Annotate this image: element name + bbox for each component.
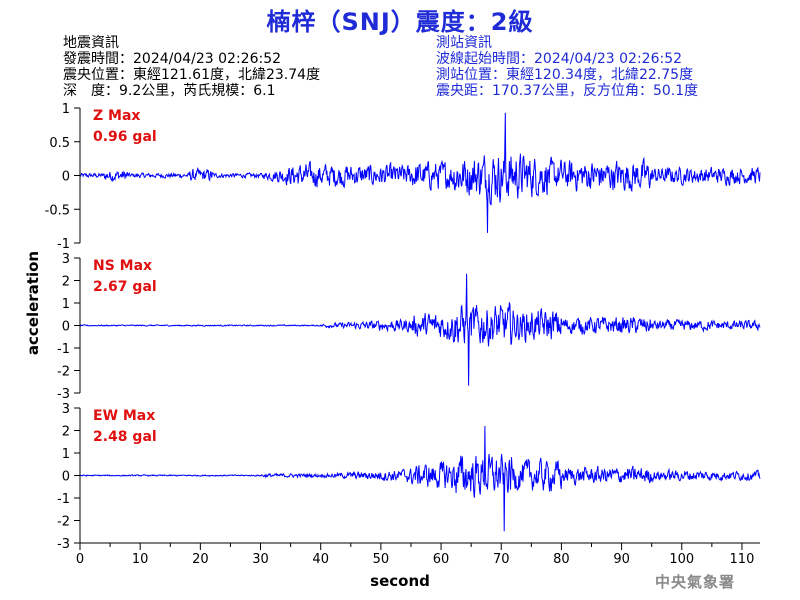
- waveform-start: 波線起始時間：2024/04/23 02:26:52: [436, 51, 683, 67]
- ew-max-label: EW Max: [93, 408, 155, 424]
- ns-y-tick-label: -2: [57, 365, 70, 380]
- distance-azimuth: 震央距：170.37公里，反方位角：50.1度: [436, 83, 699, 99]
- z-y-tick-label: -0.5: [45, 203, 70, 218]
- depth-magnitude: 深 度：9.2公里，芮氏規模：6.1: [63, 83, 276, 99]
- x-tick-label: 10: [132, 552, 149, 567]
- x-axis-title: second: [370, 572, 430, 590]
- x-tick-label: 30: [252, 552, 269, 567]
- agency-label: 中央氣象署: [655, 573, 736, 591]
- ns-waveform: [79, 273, 761, 386]
- ns-y-tick-label: 0: [62, 320, 70, 335]
- ew-y-tick-label: -2: [57, 515, 70, 530]
- ns-y-tick-label: -1: [57, 342, 70, 357]
- ew-max-value: 2.48 gal: [93, 429, 157, 445]
- x-tick-label: 20: [192, 552, 209, 567]
- ew-y-tick-label: -1: [57, 492, 70, 507]
- z-max-value: 0.96 gal: [93, 129, 157, 145]
- ew-y-tick-label: 2: [62, 425, 70, 440]
- z-y-tick-label: 0: [62, 170, 70, 185]
- station-info-heading: 測站資訊: [436, 35, 492, 51]
- station-info: 測站資訊 波線起始時間：2024/04/23 02:26:52 測站位置：東經1…: [436, 35, 698, 99]
- chart-title: 楠梓（SNJ）震度：2級: [266, 8, 534, 36]
- x-tick-label: 40: [312, 552, 329, 567]
- y-axis-title: acceleration: [24, 251, 42, 355]
- ns-max-value: 2.67 gal: [93, 279, 157, 295]
- ew-y-tick-label: 0: [62, 470, 70, 485]
- x-tick-label: 70: [493, 552, 510, 567]
- x-tick-label: 60: [433, 552, 450, 567]
- ns-y-tick-label: -3: [57, 387, 70, 402]
- z-y-tick-label: -1: [57, 237, 70, 252]
- x-tick-label: 110: [730, 552, 755, 567]
- z-waveform: [79, 112, 761, 233]
- x-tick-label: 100: [669, 552, 694, 567]
- quake-info: 地震資訊 發震時間：2024/04/23 02:26:52 震央位置：東經121…: [63, 35, 320, 99]
- z-y-tick-label: 1: [62, 102, 70, 117]
- x-tick-label: 80: [553, 552, 570, 567]
- ew-y-tick-label: 1: [62, 447, 70, 462]
- x-tick-label: 90: [613, 552, 630, 567]
- x-tick-label: 50: [373, 552, 390, 567]
- ns-max-label: NS Max: [93, 258, 152, 274]
- quake-info-heading: 地震資訊: [63, 35, 119, 51]
- ns-y-tick-label: 2: [62, 275, 70, 290]
- z-y-tick-label: 0.5: [49, 136, 70, 151]
- ns-y-tick-label: 3: [62, 252, 70, 267]
- ns-y-tick-label: 1: [62, 297, 70, 312]
- ew-waveform: [79, 425, 761, 532]
- x-tick-label: 0: [76, 552, 84, 567]
- ew-y-tick-label: 3: [62, 402, 70, 417]
- z-max-label: Z Max: [93, 108, 140, 124]
- origin-time: 發震時間：2024/04/23 02:26:52: [63, 51, 282, 67]
- station-location: 測站位置：東經120.34度，北緯22.75度: [436, 67, 694, 83]
- ew-y-tick-label: -3: [57, 537, 70, 552]
- epicenter: 震央位置：東經121.61度，北緯23.74度: [63, 67, 321, 83]
